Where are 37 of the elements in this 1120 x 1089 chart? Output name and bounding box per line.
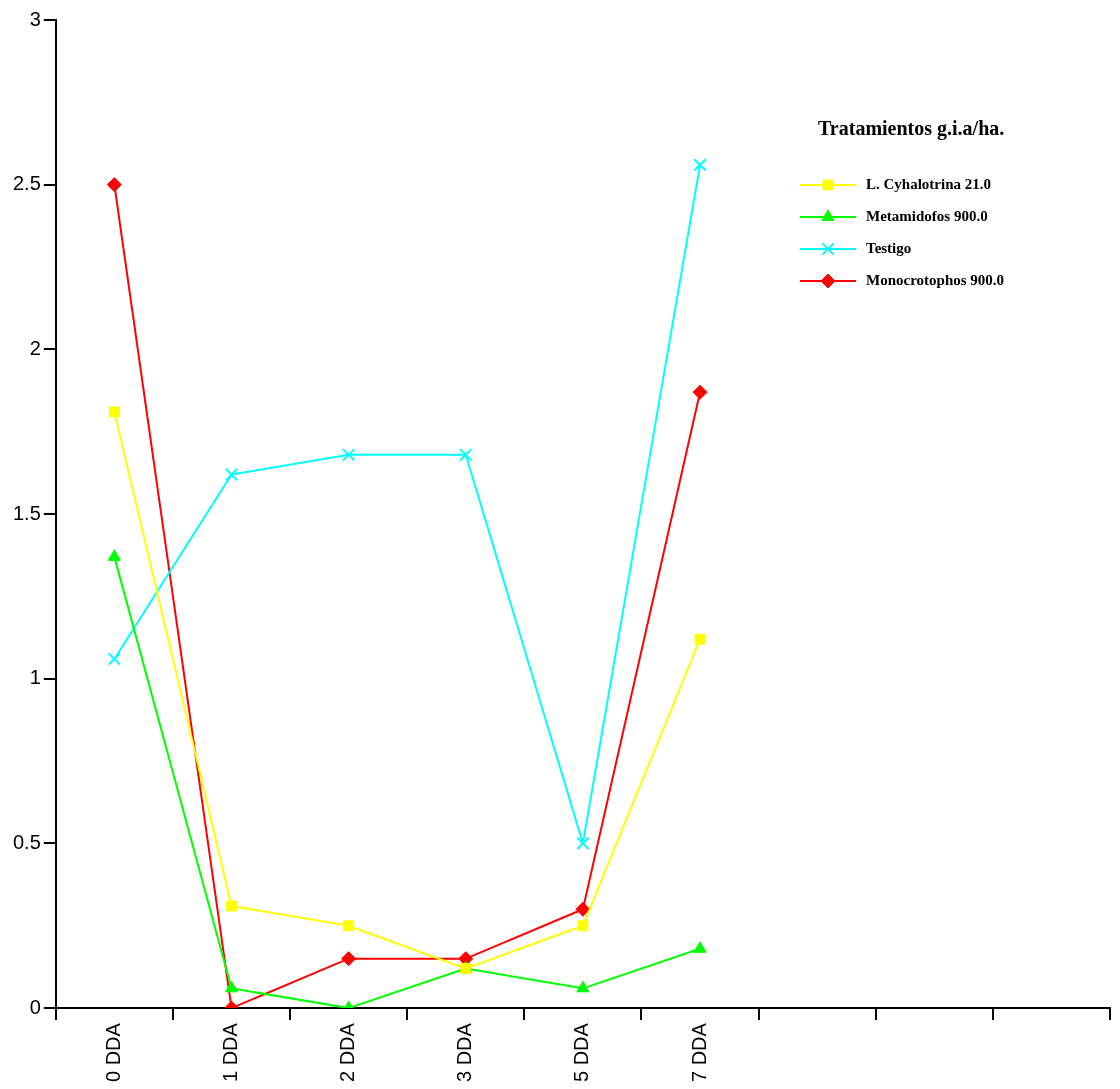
point: [224, 467, 239, 482]
x-tick-label: 2 DDA: [336, 1022, 359, 1082]
point: [106, 177, 122, 193]
y-tick-label: 2: [29, 336, 41, 359]
legend-label: Monocrotophos 900.0: [866, 271, 1005, 288]
point: [575, 901, 591, 917]
point: [692, 384, 708, 400]
point: [226, 900, 237, 912]
x-tick-label: 3 DDA: [453, 1022, 476, 1082]
point: [693, 158, 707, 172]
point: [693, 941, 707, 953]
point: [108, 406, 120, 418]
point: [459, 448, 473, 462]
point: [224, 980, 239, 993]
point: [577, 920, 589, 932]
legend-title: Tratamientos g.i.a/ha.: [818, 117, 1005, 141]
legend-label: Metamidofos 900.0: [866, 207, 988, 224]
point: [576, 980, 590, 993]
legend-label: Testigo: [866, 239, 912, 256]
y-tick-label: 2.5: [12, 172, 41, 195]
point: [341, 448, 356, 462]
x-tick-label: 0 DDA: [101, 1022, 124, 1082]
y-tick-label: 1.5: [12, 501, 41, 524]
y-tick-label: 1: [29, 666, 41, 689]
point: [343, 920, 355, 932]
point: [107, 652, 122, 666]
point: [694, 633, 706, 645]
y-tick-label: 0.5: [12, 830, 41, 853]
point: [576, 836, 590, 851]
x-tick-label: 7 DDA: [687, 1022, 710, 1082]
y-tick-label: 3: [29, 7, 41, 30]
x-tick-label: 1 DDA: [219, 1022, 242, 1082]
legend-label: L. Cyhalotrina 21.0: [866, 175, 992, 192]
point: [341, 951, 357, 967]
x-tick-label: 5 DDA: [570, 1022, 593, 1082]
y-tick-label: 0: [29, 995, 41, 1018]
point: [107, 549, 121, 561]
